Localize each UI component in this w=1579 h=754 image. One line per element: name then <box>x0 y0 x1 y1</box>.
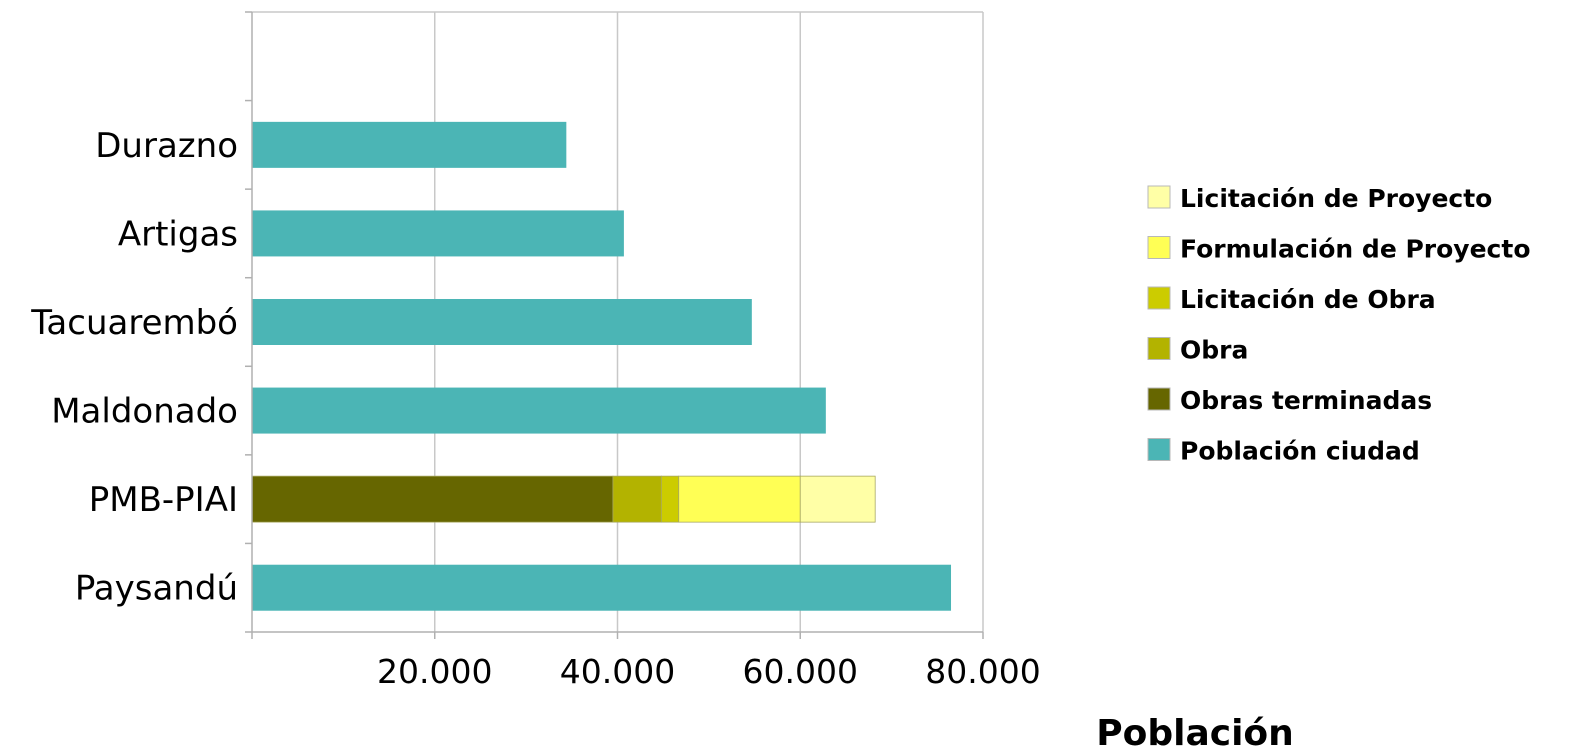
legend-label: Licitación de Obra <box>1180 285 1436 314</box>
legend-swatch <box>1147 337 1171 360</box>
bar-segment <box>252 387 826 434</box>
legend-swatch <box>1147 236 1171 259</box>
bar-segment <box>660 475 680 523</box>
category-label: Tacuarembó <box>30 303 238 343</box>
legend: Licitación de Proyecto Formulación de Pro… <box>1147 184 1531 466</box>
legend-swatch <box>1147 387 1171 411</box>
bar-segment <box>251 475 614 523</box>
bar-segment <box>252 210 624 257</box>
bar-segment <box>252 299 752 345</box>
legend-swatch <box>1147 185 1171 209</box>
legend-label: Formulación de Proyecto <box>1180 235 1531 264</box>
legend-label: Población ciudad <box>1180 437 1420 466</box>
category-label: Maldonado <box>51 392 238 432</box>
x-tick-label: 40.000 <box>560 652 675 691</box>
bar-segment <box>799 475 876 523</box>
legend-label: Licitación de Proyecto <box>1180 184 1492 213</box>
x-tick-label: 20.000 <box>377 652 492 691</box>
bar-segment <box>612 475 662 523</box>
category-label: Artigas <box>118 214 238 254</box>
bar-segment <box>252 121 567 168</box>
category-label: PMB-PIAI <box>89 480 238 520</box>
x-tick-label: 80.000 <box>925 652 1040 691</box>
legend-swatch <box>1147 438 1171 461</box>
axes <box>245 11 984 639</box>
x-axis-label: Población <box>1096 713 1294 754</box>
legend-label: Obras terminadas <box>1180 386 1432 415</box>
bar-segment <box>252 564 952 611</box>
bars <box>251 121 952 611</box>
category-label: Durazno <box>95 126 238 166</box>
x-tick-label: 60.000 <box>743 652 858 691</box>
bar-segment <box>678 475 801 523</box>
legend-label: Obra <box>1180 336 1248 365</box>
legend-swatch <box>1147 286 1171 310</box>
category-label: Paysandú <box>75 569 238 609</box>
category-labels: Durazno Artigas Tacuarembó Maldonado PMB-PIA… <box>30 126 238 609</box>
x-tick-labels: 20.000 40.000 60.000 80.000 <box>377 652 1041 691</box>
